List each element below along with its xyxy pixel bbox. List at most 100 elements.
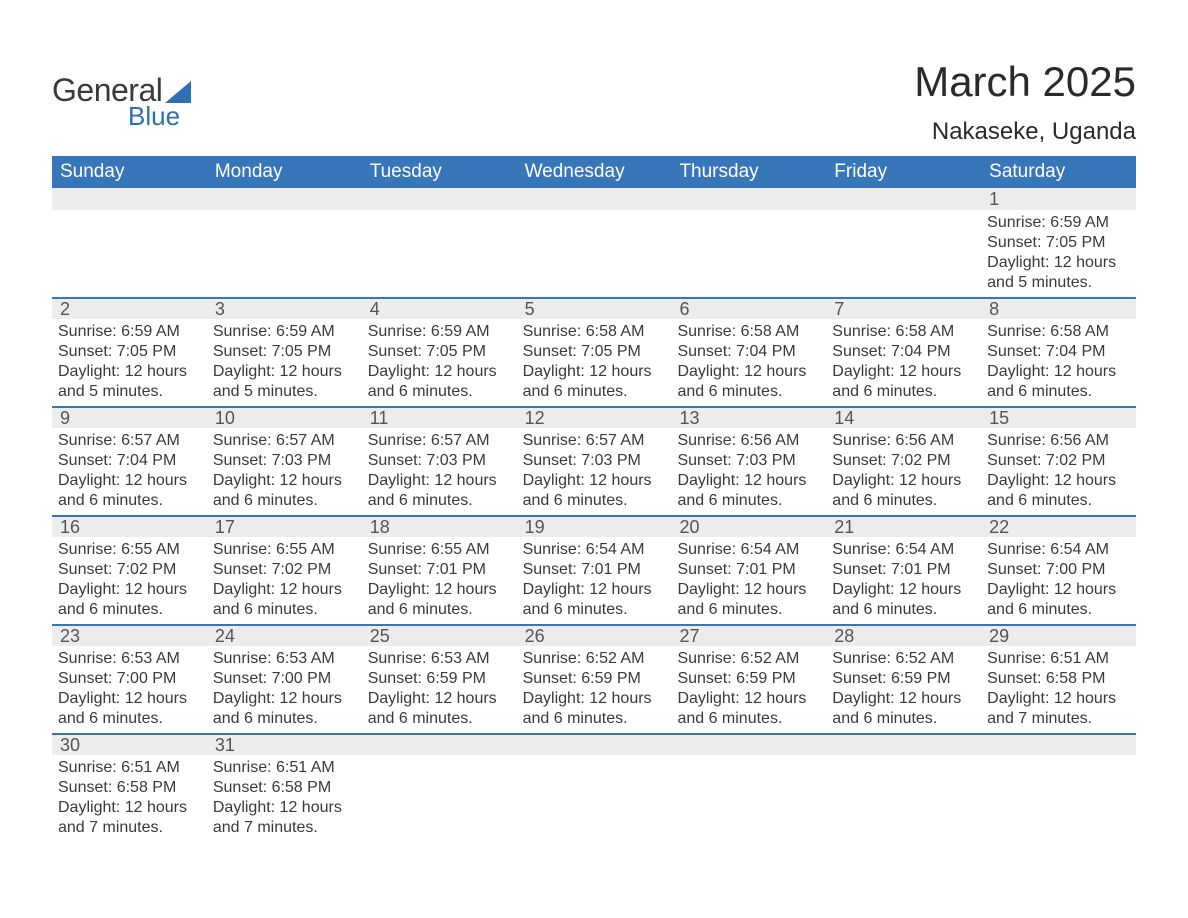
- day-details: Sunrise: 6:56 AMSunset: 7:02 PMDaylight:…: [987, 428, 1130, 511]
- week-row: Sunrise: 6:59 AM Sunset: 7:05 PM Daylight:…: [52, 319, 1136, 406]
- daylight-line-1: Daylight: 12 hours: [213, 689, 356, 709]
- daylight-line-1: Daylight: 12 hours: [832, 471, 975, 491]
- day-number: 30: [52, 735, 207, 756]
- sunset-line: Sunset: 7:04 PM: [832, 342, 975, 362]
- day-details: Sunrise: 6:57 AMSunset: 7:03 PMDaylight:…: [213, 428, 356, 511]
- day-number: 6: [671, 299, 826, 320]
- sunrise-line: Sunrise: 6:58 AM: [677, 322, 820, 342]
- daylight-line-2: and 6 minutes.: [368, 491, 511, 511]
- sunset-line: Sunset: 6:58 PM: [213, 778, 356, 798]
- sunset-line: Sunset: 7:01 PM: [368, 560, 511, 580]
- calendar-page: General Blue March 2025 Nakaseke, Uganda…: [0, 0, 1188, 842]
- sunrise-line: Sunrise: 6:57 AM: [213, 431, 356, 451]
- calendar-cell: Sunrise: 6:53 AMSunset: 7:00 PMDaylight:…: [207, 646, 362, 733]
- sunrise-line: Sunrise: 6:55 AM: [213, 540, 356, 560]
- sunrise-line: Sunrise: 6:56 AM: [677, 431, 820, 451]
- day-details: Sunrise: 6:57 AMSunset: 7:03 PMDaylight:…: [368, 428, 511, 511]
- week-daynum-band: 2345678: [52, 297, 1136, 319]
- day-details: Sunrise: 6:53 AMSunset: 6:59 PMDaylight:…: [368, 646, 511, 729]
- day-number: 26: [517, 626, 672, 647]
- dayhead-tuesday: Tuesday: [362, 161, 517, 183]
- day-number: 13: [671, 408, 826, 429]
- week-row: Sunrise: 6:57 AMSunset: 7:04 PMDaylight:…: [52, 428, 1136, 515]
- daylight-line-2: and 6 minutes.: [58, 491, 201, 511]
- day-details: Sunrise: 6:58 AMSunset: 7:04 PMDaylight:…: [987, 319, 1130, 402]
- sunset-line: Sunset: 7:04 PM: [987, 342, 1130, 362]
- day-details: Sunrise: 6:58 AMSunset: 7:04 PMDaylight:…: [677, 319, 820, 402]
- dayhead-wednesday: Wednesday: [517, 161, 672, 183]
- sunrise-line: Sunrise: 6:53 AM: [58, 649, 201, 669]
- sunrise-line: Sunrise: 6:54 AM: [987, 540, 1130, 560]
- daylight-line-1: Daylight: 12 hours: [368, 580, 511, 600]
- daylight-line-2: and 6 minutes.: [368, 600, 511, 620]
- day-details: Sunrise: 6:51 AMSunset: 6:58 PMDaylight:…: [213, 755, 356, 838]
- calendar-cell: Sunrise: 6:58 AMSunset: 7:05 PMDaylight:…: [517, 319, 672, 406]
- calendar-cell: Sunrise: 6:51 AMSunset: 6:58 PMDaylight:…: [981, 646, 1136, 733]
- calendar-cell-empty: [517, 755, 672, 842]
- sunset-line: Sunset: 6:59 PM: [832, 669, 975, 689]
- sunset-line: Sunset: 7:01 PM: [832, 560, 975, 580]
- daylight-line-1: Daylight: 12 hours: [58, 689, 201, 709]
- daylight-line-2: and 7 minutes.: [987, 709, 1130, 729]
- sunrise-line: Sunrise: 6:55 AM: [368, 540, 511, 560]
- daylight-line-2: and 7 minutes.: [213, 818, 356, 838]
- calendar-cell-empty: [826, 755, 981, 842]
- day-number: 31: [207, 735, 362, 756]
- calendar-cell-empty: [671, 210, 826, 297]
- calendar-cell-empty: [52, 210, 207, 297]
- day-number: 27: [671, 626, 826, 647]
- calendar-cell: Sunrise: 6:57 AMSunset: 7:03 PMDaylight:…: [362, 428, 517, 515]
- sunrise-line: Sunrise: 6:59 AM: [987, 213, 1130, 233]
- daylight-line-1: Daylight: 12 hours: [677, 362, 820, 382]
- day-number: 12: [517, 408, 672, 429]
- calendar-cell: Sunrise: 6:58 AMSunset: 7:04 PMDaylight:…: [826, 319, 981, 406]
- daylight-line-2: and 5 minutes.: [213, 382, 356, 402]
- daylight-line-1: Daylight: 12 hours: [523, 580, 666, 600]
- sunset-line: Sunset: 7:05 PM: [58, 342, 201, 362]
- day-details: Sunrise: 6:57 AMSunset: 7:04 PMDaylight:…: [58, 428, 201, 511]
- calendar-cell: Sunrise: 6:55 AMSunset: 7:02 PMDaylight:…: [52, 537, 207, 624]
- sunrise-line: Sunrise: 6:51 AM: [987, 649, 1130, 669]
- daylight-line-2: and 5 minutes.: [987, 273, 1130, 293]
- sunrise-line: Sunrise: 6:51 AM: [213, 758, 356, 778]
- day-details: Sunrise: 6:58 AMSunset: 7:05 PMDaylight:…: [523, 319, 666, 402]
- daylight-line-2: and 6 minutes.: [987, 600, 1130, 620]
- calendar-cell: Sunrise: 6:55 AMSunset: 7:01 PMDaylight:…: [362, 537, 517, 624]
- day-details: Sunrise: 6:51 AMSunset: 6:58 PMDaylight:…: [987, 646, 1130, 729]
- sunset-line: Sunset: 6:59 PM: [523, 669, 666, 689]
- day-details: Sunrise: 6:56 AMSunset: 7:02 PMDaylight:…: [832, 428, 975, 511]
- calendar-cell: Sunrise: 6:53 AMSunset: 6:59 PMDaylight:…: [362, 646, 517, 733]
- day-number: 7: [826, 299, 981, 320]
- sunrise-line: Sunrise: 6:53 AM: [368, 649, 511, 669]
- daylight-line-1: Daylight: 12 hours: [677, 689, 820, 709]
- sunset-line: Sunset: 7:01 PM: [523, 560, 666, 580]
- sunrise-line: Sunrise: 6:59 AM: [213, 322, 356, 342]
- sunrise-line: Sunrise: 6:58 AM: [523, 322, 666, 342]
- daylight-line-1: Daylight: 12 hours: [523, 362, 666, 382]
- daylight-line-2: and 6 minutes.: [832, 382, 975, 402]
- logo: General Blue: [52, 72, 191, 132]
- day-header-row: Sunday Monday Tuesday Wednesday Thursday…: [52, 156, 1136, 188]
- sunrise-line: Sunrise: 6:54 AM: [832, 540, 975, 560]
- day-number: 8: [981, 299, 1136, 320]
- calendar-cell: Sunrise: 6:51 AMSunset: 6:58 PMDaylight:…: [207, 755, 362, 842]
- weeks-container: 1Sunrise: 6:59 AMSunset: 7:05 PMDaylight…: [52, 188, 1136, 842]
- page-title: March 2025: [914, 58, 1136, 106]
- daylight-line-2: and 6 minutes.: [368, 709, 511, 729]
- week-daynum-band: 3031: [52, 733, 1136, 755]
- daylight-line-2: and 6 minutes.: [677, 600, 820, 620]
- daylight-line-2: and 6 minutes.: [523, 600, 666, 620]
- page-subtitle: Nakaseke, Uganda: [914, 118, 1136, 146]
- daylight-line-1: Daylight: 12 hours: [58, 580, 201, 600]
- day-details: Sunrise: 6:54 AMSunset: 7:00 PMDaylight:…: [987, 537, 1130, 620]
- title-block: March 2025 Nakaseke, Uganda: [914, 58, 1136, 146]
- calendar-cell: Sunrise: 6:59 AMSunset: 7:05 PMDaylight:…: [362, 319, 517, 406]
- sunset-line: Sunset: 7:02 PM: [213, 560, 356, 580]
- logo-word-blue: Blue: [128, 101, 180, 132]
- sunrise-line: Sunrise: 6:55 AM: [58, 540, 201, 560]
- daylight-line-1: Daylight: 12 hours: [987, 253, 1130, 273]
- sunset-line: Sunset: 7:05 PM: [987, 233, 1130, 253]
- logo-triangle-icon: [165, 81, 191, 103]
- week-row: Sunrise: 6:55 AMSunset: 7:02 PMDaylight:…: [52, 537, 1136, 624]
- daylight-line-1: Daylight: 12 hours: [368, 689, 511, 709]
